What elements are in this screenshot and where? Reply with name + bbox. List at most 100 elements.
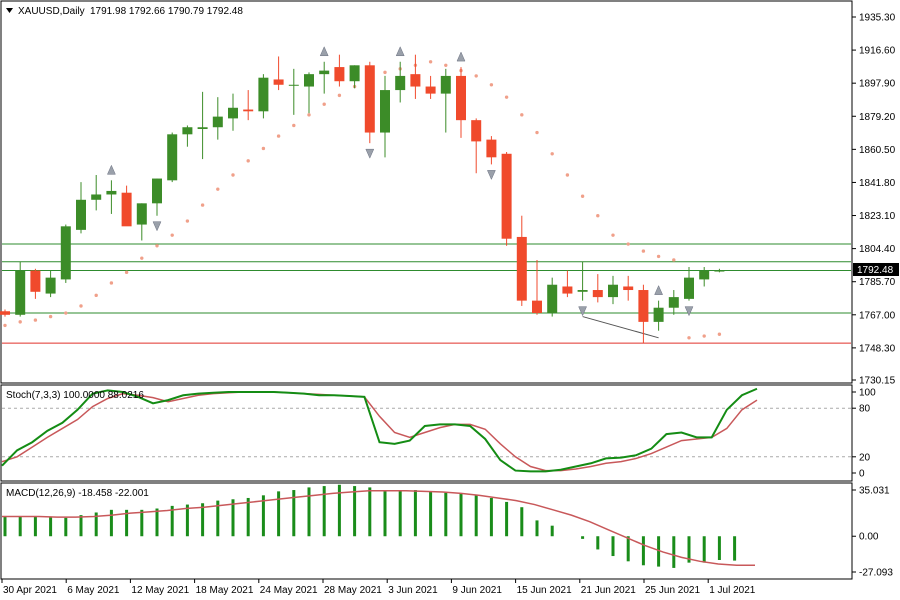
- macd-pane-frame: [0, 482, 853, 580]
- bear-candle: [638, 290, 649, 322]
- parabolic-sar-dot: [216, 187, 220, 191]
- bull-candle: [440, 75, 451, 94]
- bear-candle: [532, 300, 542, 314]
- bull-candle: [15, 270, 26, 315]
- parabolic-sar-dot: [94, 293, 98, 298]
- bull-candle: [395, 75, 406, 91]
- bull-candle: [714, 270, 725, 272]
- time-axis-label: 3 Jun 2021: [388, 585, 438, 596]
- bull-candle: [136, 203, 147, 225]
- parabolic-sar-dot: [717, 332, 722, 336]
- bull-candle: [288, 84, 299, 86]
- price-axis-label: 1860.50: [859, 145, 896, 156]
- price-axis-label: 1785.70: [859, 277, 896, 288]
- parabolic-sar-dot: [18, 320, 22, 324]
- parabolic-sar-dot: [140, 256, 144, 260]
- stoch-axis-label: 100: [859, 388, 876, 399]
- time-axis-label: 24 May 2021: [260, 585, 318, 596]
- fractal-down-icon: [487, 170, 496, 181]
- parabolic-sar-dot: [48, 314, 53, 319]
- bear-candle: [471, 120, 482, 142]
- bull-candle: [380, 90, 390, 133]
- price-axis-label: 1935.30: [859, 13, 896, 24]
- time-axis-label: 21 Jun 2021: [581, 585, 636, 596]
- parabolic-sar-dot: [520, 113, 524, 117]
- stoch-axis-label: 0: [859, 469, 865, 480]
- bull-candle: [319, 70, 330, 75]
- price-axis-label: 1730.15: [859, 376, 896, 387]
- parabolic-sar-dot: [550, 152, 554, 156]
- fractal-down-icon: [152, 221, 162, 232]
- parabolic-sar-dot: [444, 63, 448, 68]
- parabolic-sar-dot: [489, 83, 494, 87]
- time-axis-label: 18 May 2021: [196, 585, 254, 596]
- parabolic-sar-dot: [596, 214, 600, 218]
- symbol-label: XAUUSD,Daily: [18, 6, 85, 17]
- parabolic-sar-dot: [672, 258, 676, 262]
- parabolic-sar-dot: [656, 254, 661, 259]
- bull-candle: [76, 199, 86, 230]
- bull-candle: [228, 107, 238, 119]
- fractal-down-icon: [684, 306, 694, 317]
- bull-candle: [608, 284, 618, 298]
- chart-menu-triangle-icon[interactable]: [6, 8, 13, 13]
- bull-candle: [668, 297, 679, 308]
- parabolic-sar-dot: [170, 233, 174, 237]
- time-axis-label: 12 May 2021: [131, 585, 189, 596]
- bear-candle: [623, 286, 634, 291]
- bull-candle: [547, 284, 558, 314]
- macd-pane: [2, 484, 756, 568]
- parabolic-sar-dot: [231, 173, 235, 177]
- price-axis-label: 1916.60: [859, 46, 896, 57]
- bull-candle: [60, 226, 71, 280]
- bull-candle: [577, 290, 588, 292]
- parabolic-sar-dot: [124, 270, 129, 275]
- bull-candle: [182, 127, 193, 135]
- parabolic-sar-dot: [64, 311, 68, 315]
- fractal-up-icon: [654, 285, 663, 295]
- bear-candle: [592, 290, 603, 298]
- parabolic-sar-dot: [33, 318, 38, 322]
- macd-axis-label: 35.031: [859, 486, 890, 497]
- stoch-title: Stoch(7,3,3) 100.0000 88.0216: [6, 390, 144, 401]
- bear-candle: [516, 236, 527, 301]
- bull-candle: [167, 134, 178, 181]
- bear-candle: [501, 153, 512, 239]
- bear-candle: [334, 67, 345, 82]
- ohlc-readout: 1791.98 1792.66 1790.79 1792.48: [90, 6, 243, 17]
- parabolic-sar-dot: [565, 173, 570, 177]
- stoch-pane-frame: [0, 384, 853, 482]
- parabolic-sar-dot: [580, 194, 585, 198]
- parabolic-sar-dot: [641, 249, 646, 253]
- price-axis-label: 1767.00: [859, 310, 896, 321]
- parabolic-sar-dot: [292, 123, 296, 128]
- bull-candle: [653, 307, 664, 322]
- parabolic-sar-dot: [687, 336, 691, 340]
- bear-candle: [243, 109, 254, 112]
- bull-candle: [304, 74, 314, 87]
- price-axis-label: 1897.90: [859, 79, 896, 90]
- bull-candle: [106, 190, 117, 195]
- time-axis-label: 28 May 2021: [324, 585, 382, 596]
- price-axis-label: 1879.20: [859, 112, 896, 123]
- bull-candle: [152, 178, 162, 204]
- fractal-up-icon: [456, 51, 466, 62]
- parabolic-sar-dot: [185, 219, 190, 223]
- time-axis-label: 6 May 2021: [67, 585, 120, 596]
- stoch-pane: [1, 387, 851, 473]
- time-axis-label: 1 Jul 2021: [709, 585, 756, 596]
- bear-candle: [364, 65, 375, 133]
- bear-candle: [30, 270, 41, 292]
- bear-candle: [121, 192, 132, 227]
- macd-axis-label: -27.093: [859, 568, 893, 579]
- bull-candle: [699, 270, 710, 280]
- current-price-badge: [853, 263, 899, 276]
- parabolic-sar-dot: [337, 93, 342, 98]
- bull-candle: [197, 127, 208, 130]
- bull-candle: [212, 116, 223, 128]
- time-axis-label: 15 Jun 2021: [517, 585, 572, 596]
- current-price-label: 1792.48: [857, 265, 894, 276]
- bull-candle: [684, 277, 694, 299]
